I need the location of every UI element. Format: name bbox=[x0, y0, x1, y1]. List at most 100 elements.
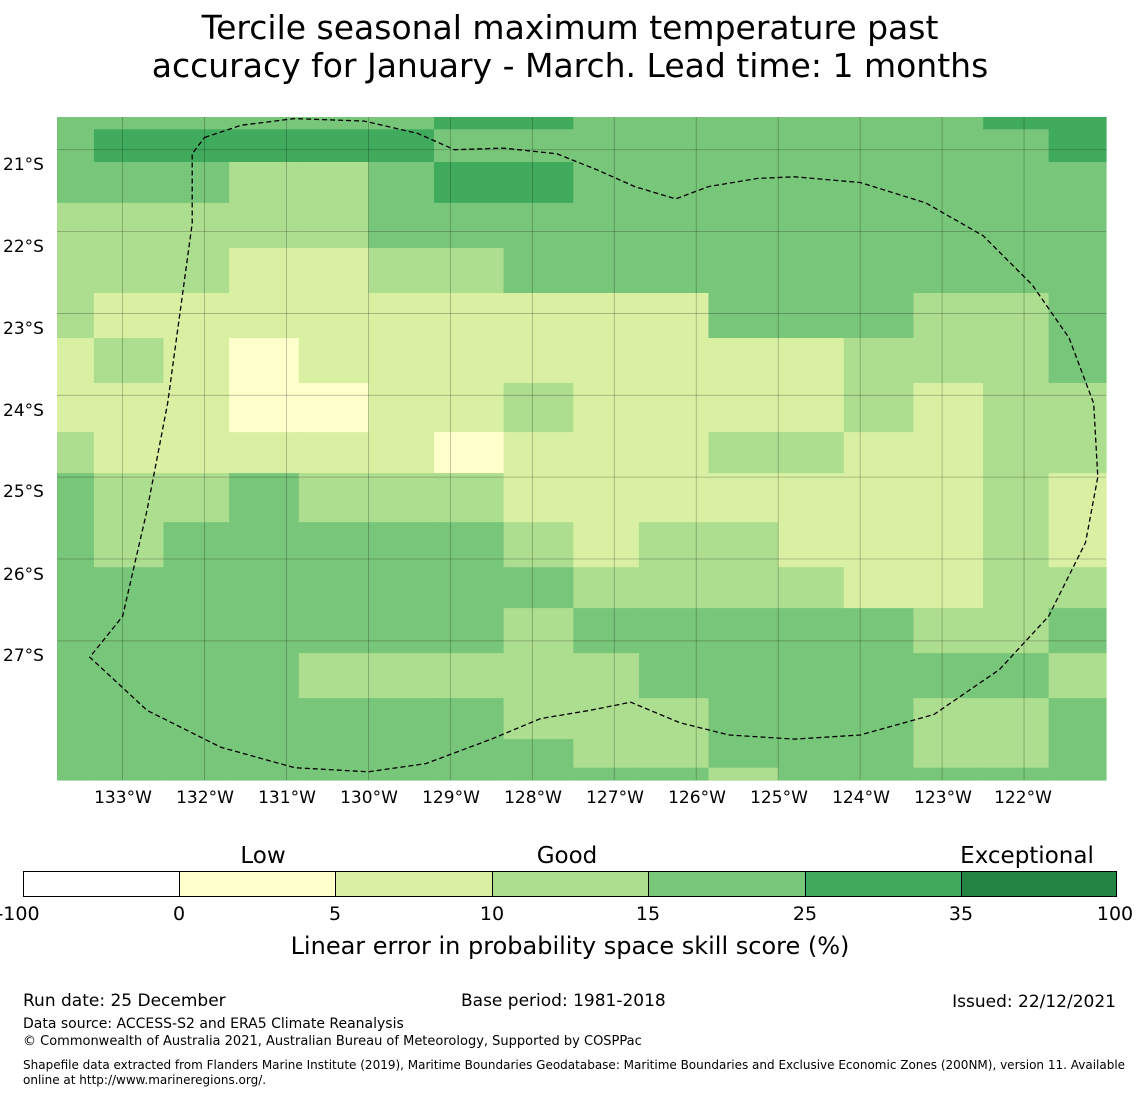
grid-cell bbox=[708, 698, 779, 740]
grid-cell bbox=[57, 698, 95, 740]
data-source: Data source: ACCESS-S2 and ERA5 Climate … bbox=[23, 1016, 404, 1032]
grid-cell bbox=[163, 432, 230, 474]
lon-label-133w: 133°W bbox=[94, 788, 152, 808]
grid-cells bbox=[57, 117, 1107, 781]
grid-cell bbox=[503, 608, 574, 654]
colorbar-category-good: Good bbox=[536, 843, 598, 869]
grid-cell bbox=[434, 202, 505, 249]
grid-cell bbox=[983, 293, 1050, 339]
grid-cell bbox=[638, 129, 710, 163]
grid-cell bbox=[843, 567, 915, 609]
grid-cell bbox=[229, 473, 300, 523]
grid-cell bbox=[843, 432, 915, 474]
grid-cell bbox=[368, 432, 435, 474]
grid-cell bbox=[229, 162, 300, 204]
grid-cell bbox=[843, 522, 915, 568]
grid-cell bbox=[503, 338, 574, 384]
grid-cell bbox=[503, 739, 574, 769]
grid-cell bbox=[638, 162, 710, 204]
colorbar-category-exceptional: Exceptional bbox=[960, 843, 1094, 869]
grid-cell bbox=[778, 522, 845, 568]
grid-cell bbox=[163, 522, 230, 568]
grid-cell bbox=[778, 767, 845, 781]
grid-cell bbox=[298, 739, 370, 769]
grid-cell bbox=[57, 653, 95, 699]
grid-cell bbox=[229, 432, 300, 474]
grid-cell bbox=[93, 129, 165, 163]
grid-cell bbox=[573, 383, 640, 433]
grid-cell bbox=[163, 338, 230, 384]
grid-cell bbox=[368, 383, 435, 433]
grid-cell bbox=[1048, 608, 1107, 654]
grid-cell bbox=[1048, 202, 1107, 249]
grid-cell bbox=[503, 383, 574, 433]
grid-cell bbox=[163, 129, 230, 163]
grid-cell bbox=[983, 338, 1050, 384]
grid-cell bbox=[57, 473, 95, 523]
grid-cell bbox=[913, 432, 984, 474]
colorbar-segment bbox=[180, 872, 336, 896]
grid-cell bbox=[983, 202, 1050, 249]
colorbar-tick: 100 bbox=[1096, 903, 1134, 925]
grid-cell bbox=[57, 432, 95, 474]
grid-cell bbox=[983, 162, 1050, 204]
grid-cell bbox=[778, 202, 845, 249]
grid-cell bbox=[913, 117, 984, 130]
grid-cell bbox=[778, 432, 845, 474]
grid-cell bbox=[1048, 129, 1107, 163]
grid-cell bbox=[983, 739, 1050, 769]
grid-cell bbox=[708, 129, 779, 163]
grid-cell bbox=[503, 767, 574, 781]
grid-cell bbox=[368, 202, 435, 249]
grid-cell bbox=[913, 608, 984, 654]
grid-cell bbox=[298, 522, 370, 568]
grid-cell bbox=[638, 248, 710, 294]
grid-cell bbox=[778, 608, 845, 654]
grid-cell bbox=[1048, 248, 1107, 294]
grid-cell bbox=[573, 698, 640, 740]
grid-cell bbox=[163, 248, 230, 294]
grid-cell bbox=[229, 698, 300, 740]
lat-label-27s: 27°S bbox=[3, 646, 44, 666]
grid-cell bbox=[573, 473, 640, 523]
grid-cell bbox=[298, 129, 370, 163]
grid-cell bbox=[93, 608, 165, 654]
grid-cell bbox=[434, 608, 505, 654]
grid-cell bbox=[573, 338, 640, 384]
lon-label-127w: 127°W bbox=[586, 788, 644, 808]
grid-cell bbox=[93, 432, 165, 474]
grid-cell bbox=[93, 383, 165, 433]
grid-cell bbox=[229, 338, 300, 384]
grid-cell bbox=[503, 653, 574, 699]
grid-cell bbox=[163, 162, 230, 204]
grid-cell bbox=[843, 767, 915, 781]
grid-cell bbox=[163, 653, 230, 699]
grid-cell bbox=[298, 653, 370, 699]
grid-cell bbox=[843, 162, 915, 204]
grid-cell bbox=[163, 567, 230, 609]
grid-cell bbox=[434, 567, 505, 609]
grid-cell bbox=[708, 117, 779, 130]
grid-cell bbox=[1048, 522, 1107, 568]
grid-cell bbox=[843, 202, 915, 249]
grid-cell bbox=[983, 473, 1050, 523]
grid-cell bbox=[843, 383, 915, 433]
grid-cell bbox=[368, 248, 435, 294]
grid-cell bbox=[913, 653, 984, 699]
grid-cell bbox=[298, 567, 370, 609]
colorbar-tick: -100 bbox=[0, 903, 40, 925]
grid-cell bbox=[57, 129, 95, 163]
grid-cell bbox=[778, 473, 845, 523]
grid-cell bbox=[229, 293, 300, 339]
grid-cell bbox=[93, 739, 165, 769]
map-title-line-2: accuracy for January - March. Lead time:… bbox=[151, 46, 989, 85]
grid-cell bbox=[163, 767, 230, 781]
grid-cell bbox=[434, 698, 505, 740]
grid-cell bbox=[503, 202, 574, 249]
grid-cell bbox=[298, 248, 370, 294]
grid-cell bbox=[638, 767, 710, 781]
grid-cell bbox=[638, 698, 710, 740]
grid-cell bbox=[57, 567, 95, 609]
grid-cell bbox=[638, 567, 710, 609]
grid-cell bbox=[1048, 293, 1107, 339]
